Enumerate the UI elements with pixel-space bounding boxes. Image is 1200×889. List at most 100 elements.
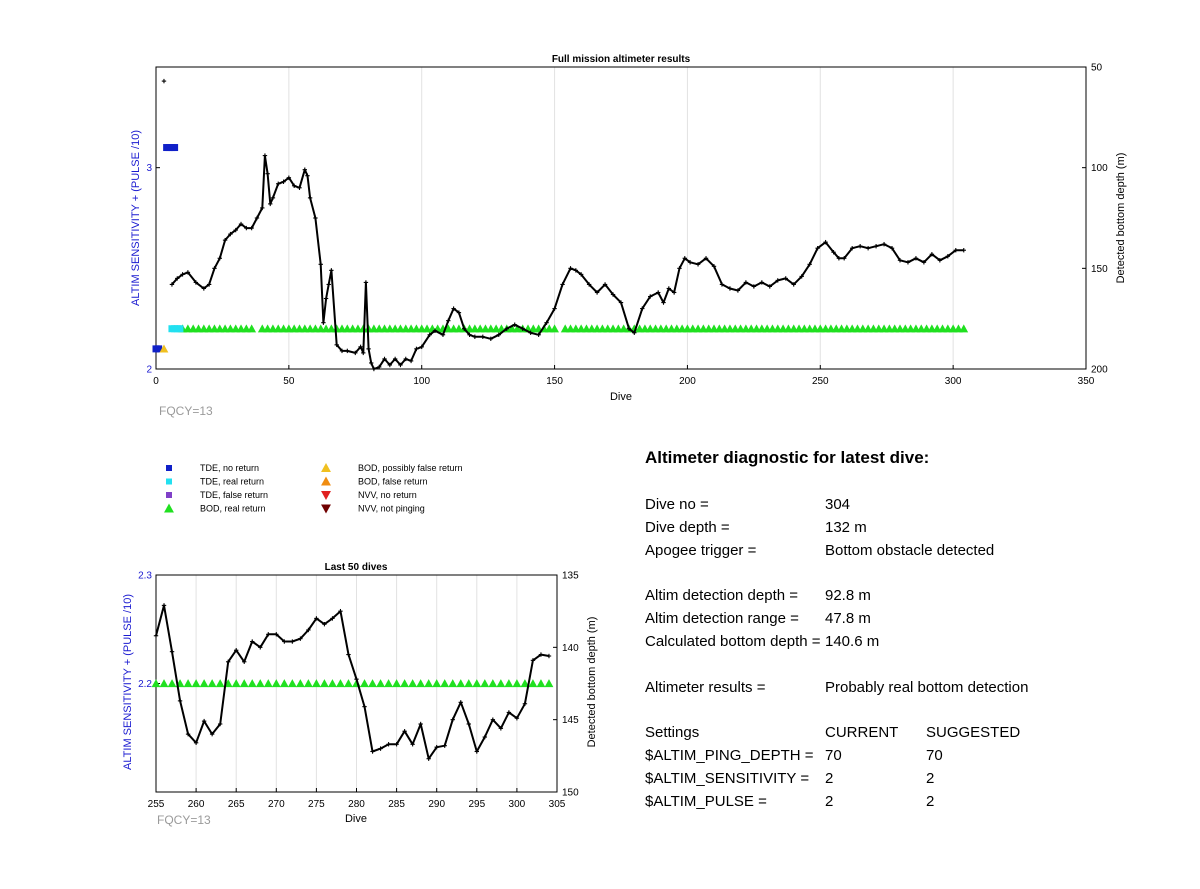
- depth-point: [427, 332, 432, 337]
- bod-real-return-marker: [488, 679, 498, 688]
- diag-value: Probably real bottom detection: [825, 679, 1029, 696]
- depth-point: [298, 636, 303, 641]
- bod-real-return-marker: [550, 324, 559, 333]
- bod-real-return-marker: [424, 679, 434, 688]
- depth-point: [573, 268, 579, 273]
- bod-real-return-marker: [520, 679, 530, 688]
- y-left-tick-label: 2: [146, 365, 152, 376]
- bod-real-return-marker: [448, 679, 458, 688]
- setting-suggested: 70: [926, 747, 943, 764]
- depth-point: [305, 173, 310, 178]
- bottom-chart-title: Last 50 dives: [325, 562, 388, 573]
- depth-point: [552, 306, 557, 311]
- bod-real-return-marker: [312, 679, 321, 688]
- setting-label: $ALTIM_PULSE =: [645, 793, 767, 810]
- depth-point: [881, 241, 887, 247]
- depth-point: [695, 262, 701, 267]
- depth-point: [661, 300, 666, 305]
- diag-value: 92.8 m: [825, 587, 871, 604]
- depth-point: [250, 639, 255, 644]
- setting-suggested: 2: [926, 793, 935, 810]
- diag-label: Altim detection depth =: [645, 587, 799, 604]
- depth-point: [302, 167, 307, 172]
- depth-point: [185, 270, 191, 275]
- depth-point: [842, 256, 847, 261]
- depth-point: [414, 346, 419, 352]
- top-markers: [152, 144, 969, 353]
- depth-point: [353, 350, 358, 356]
- bod-real-return-marker: [247, 324, 257, 333]
- depth-point: [193, 280, 199, 285]
- bod-possibly-false-return-marker: [159, 344, 169, 353]
- depth-point: [953, 248, 958, 253]
- setting-label: $ALTIM_PING_DEPTH =: [645, 747, 814, 764]
- x-tick-label: 305: [549, 799, 566, 810]
- depth-point: [727, 286, 733, 291]
- depth-point: [528, 330, 533, 335]
- bottom-markers: [151, 679, 554, 688]
- diag-label: Calculated bottom depth =: [645, 633, 821, 650]
- depth-point: [307, 195, 313, 201]
- depth-point: [522, 701, 528, 706]
- depth-point: [314, 616, 319, 621]
- depth-point: [362, 704, 367, 709]
- depth-point: [276, 181, 281, 186]
- depth-point: [242, 659, 247, 664]
- depth-point: [807, 262, 812, 267]
- y-left-tick-label: 3: [146, 163, 152, 174]
- bod-real-return-marker: [376, 679, 385, 688]
- settings-header-suggested: SUGGESTED: [926, 724, 1021, 741]
- depth-point: [836, 256, 842, 261]
- depth-point: [382, 356, 387, 362]
- setting-current: 70: [825, 747, 842, 764]
- depth-point: [823, 239, 828, 245]
- x-tick-label: 50: [283, 376, 295, 387]
- legend-label: TDE, false return: [200, 490, 268, 500]
- depth-point: [450, 717, 455, 722]
- depth-point: [961, 248, 966, 253]
- depth-point: [153, 633, 159, 638]
- x-tick-label: 285: [388, 799, 405, 810]
- depth-point: [403, 356, 408, 362]
- setting-current: 2: [825, 793, 834, 810]
- diag-label: Apogee trigger =: [645, 542, 757, 559]
- depth-point: [266, 632, 271, 637]
- depth-point: [719, 282, 725, 287]
- depth-point: [217, 256, 222, 261]
- depth-point: [228, 231, 233, 237]
- x-tick-label: 280: [348, 799, 365, 810]
- depth-point: [873, 243, 879, 249]
- depth-point: [270, 195, 276, 201]
- bottom-left-axis-label: ALTIM SENSITIVITY + (PULSE /10): [122, 594, 134, 770]
- bottom-x-axis-label: Dive: [345, 813, 367, 825]
- depth-point: [177, 698, 183, 704]
- bod-real-return-marker: [336, 679, 345, 688]
- bod-real-return-marker: [464, 679, 474, 688]
- depth-point: [490, 717, 496, 722]
- bod-possibly-false-return-legend-marker: [321, 463, 331, 473]
- diag-label: Dive depth =: [645, 519, 730, 536]
- depth-point: [913, 256, 919, 261]
- depth-point: [849, 246, 855, 251]
- depth-point: [225, 659, 231, 664]
- depth-point: [206, 282, 212, 287]
- depth-point: [467, 332, 472, 337]
- depth-point: [408, 358, 414, 364]
- depth-point: [209, 731, 215, 737]
- depth-point: [897, 258, 903, 263]
- depth-point: [193, 740, 199, 746]
- depth-point: [815, 246, 820, 251]
- x-tick-label: 0: [153, 376, 159, 387]
- top-grid: [288, 67, 954, 369]
- bod-real-return-marker: [536, 679, 546, 688]
- depth-point: [735, 288, 741, 293]
- depth-point: [560, 282, 565, 287]
- depth-point: [921, 260, 927, 265]
- depth-point: [432, 328, 438, 333]
- settings-header-current: CURRENT: [825, 724, 899, 741]
- depth-point: [180, 272, 185, 277]
- y-left-tick-label: 2.3: [138, 571, 152, 582]
- depth-point: [254, 215, 260, 221]
- x-tick-label: 200: [679, 376, 696, 387]
